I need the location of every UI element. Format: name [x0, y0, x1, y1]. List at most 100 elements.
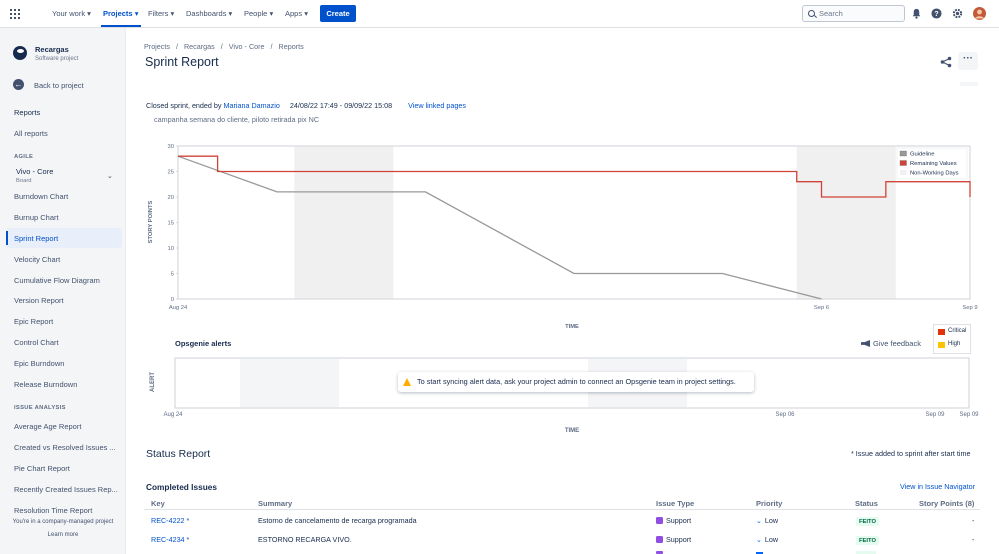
- low-priority-icon: ⌄: [756, 537, 762, 544]
- app-switcher-icon[interactable]: [10, 9, 20, 19]
- alert-x-tick: Aug 24: [163, 412, 183, 418]
- board-selector[interactable]: Vivo - Core: [16, 167, 54, 176]
- legend-high-swatch: [938, 342, 945, 348]
- chart-legend: [896, 147, 968, 180]
- sprint-burndown-chart: 0 5 10 15 20 25 30 Aug 24 Sep 6 Sep 9 STORY POINTS…: [148, 144, 978, 330]
- status-badge: FEITO: [856, 517, 879, 526]
- megaphone-icon: [861, 340, 870, 347]
- give-feedback-button[interactable]: Give feedback: [861, 339, 921, 348]
- project-type: Software project: [35, 56, 79, 62]
- breadcrumb-project[interactable]: Recargas: [183, 42, 215, 51]
- legend-label: Non-Working Days: [910, 171, 959, 177]
- view-in-issue-navigator-link[interactable]: View in Issue Navigator: [900, 482, 975, 491]
- opsgenie-setup-message: To start syncing alert data, ask your pr…: [398, 372, 754, 392]
- notifications-icon[interactable]: [911, 8, 922, 19]
- back-arrow-icon[interactable]: ←: [13, 79, 24, 90]
- issue-summary: ESTORNO RECARGA VIVO.: [258, 535, 352, 544]
- sidebar-item-resolution-time[interactable]: Resolution Time Report: [14, 506, 93, 515]
- story-points: -: [972, 535, 975, 544]
- issue-key-link[interactable]: REC-4222 *: [151, 516, 190, 525]
- nav-people[interactable]: People ▾: [244, 9, 274, 18]
- y-tick-label: 15: [168, 221, 174, 227]
- page-title: Sprint Report: [145, 55, 219, 69]
- opsgenie-message-text: To start syncing alert data, ask your pr…: [417, 377, 736, 386]
- sidebar-item-average-age[interactable]: Average Age Report: [14, 422, 82, 431]
- sidebar-item-pie-chart[interactable]: Pie Chart Report: [14, 464, 70, 473]
- help-icon[interactable]: ?: [931, 8, 942, 19]
- all-reports-link[interactable]: All reports: [14, 129, 48, 138]
- breadcrumb-reports[interactable]: Reports: [278, 42, 304, 51]
- sidebar-item-velocity-chart[interactable]: Velocity Chart: [14, 255, 61, 264]
- sidebar-item-sprint-report[interactable]: Sprint Report: [14, 234, 59, 243]
- next-row-peek: [856, 551, 876, 554]
- sprint-meta: Closed sprint, ended by Mariana Damazio …: [146, 101, 466, 110]
- legend-swatch: [900, 170, 907, 175]
- legend-label: Guideline: [910, 152, 935, 158]
- search-input[interactable]: Search: [802, 5, 905, 22]
- x-tick-label: Sep 9: [962, 305, 977, 311]
- column-header-story-points[interactable]: Story Points (8): [919, 499, 975, 508]
- breadcrumb: Projects / Recargas / Vivo - Core / Repo…: [144, 42, 304, 51]
- column-header-status[interactable]: Status: [855, 499, 878, 508]
- sidebar-item-cumulative-flow[interactable]: Cumulative Flow Diagram: [14, 276, 100, 285]
- legend-label: Remaining Values: [910, 161, 957, 167]
- issue-type: Support: [656, 535, 691, 544]
- legend-critical-swatch: [938, 329, 945, 335]
- create-button[interactable]: Create: [320, 5, 356, 22]
- view-linked-pages-link[interactable]: View linked pages: [408, 101, 466, 110]
- column-header-issue-type[interactable]: Issue Type: [656, 499, 695, 508]
- learn-more-link[interactable]: Learn more: [47, 532, 79, 538]
- breadcrumb-projects[interactable]: Projects: [144, 42, 170, 51]
- project-logo-icon: [13, 46, 27, 60]
- nav-projects[interactable]: Projects ▾: [103, 9, 139, 18]
- sidebar-item-recently-created[interactable]: Recently Created Issues Rep...: [14, 485, 118, 494]
- sidebar-item-burndown-chart[interactable]: Burndown Chart: [14, 192, 69, 201]
- sidebar-item-burnup-chart[interactable]: Burnup Chart: [14, 213, 59, 222]
- next-row-peek: [756, 552, 763, 554]
- warning-icon: [403, 378, 411, 386]
- remaining-values-series: [178, 155, 971, 198]
- support-icon: [656, 536, 663, 543]
- sprint-dates: 24/08/22 17:49 - 09/09/22 15:08: [289, 101, 393, 110]
- guideline-series: [177, 155, 822, 300]
- sidebar-item-release-burndown[interactable]: Release Burndown: [14, 380, 78, 389]
- ended-by-user-link[interactable]: Mariana Damazio: [223, 101, 280, 110]
- sidebar-item-epic-report[interactable]: Epic Report: [14, 317, 54, 326]
- nav-dashboards[interactable]: Dashboards ▾: [186, 9, 233, 18]
- legend-swatch: [899, 160, 907, 166]
- nav-filters[interactable]: Filters ▾: [148, 9, 175, 18]
- settings-icon[interactable]: [952, 8, 963, 19]
- active-nav-indicator: [101, 25, 141, 27]
- breadcrumb-board[interactable]: Vivo - Core: [228, 42, 265, 51]
- completed-issues-title: Completed Issues: [146, 482, 218, 492]
- y-tick-label: 5: [171, 272, 174, 278]
- chevron-down-icon[interactable]: ⌄: [107, 173, 113, 180]
- search-icon: [808, 10, 815, 17]
- chart-plot-area: 0 5 10 15 20 25 30 Aug 24 Sep 6 Sep 9 STORY POINTS…: [148, 144, 978, 330]
- share-icon[interactable]: [940, 56, 952, 68]
- alert-x-tick: Sep 09: [959, 412, 979, 418]
- svg-text:?: ?: [934, 9, 939, 18]
- issue-key-link[interactable]: REC-4234 *: [151, 535, 190, 544]
- back-to-project-link[interactable]: Back to project: [34, 81, 84, 90]
- active-item-highlight: [6, 228, 122, 248]
- status-badge: FEITO: [856, 536, 879, 545]
- column-header-key[interactable]: Key: [151, 499, 165, 508]
- status-report-title: Status Report: [146, 448, 211, 460]
- issue-type: Support: [656, 516, 691, 525]
- sidebar-item-created-vs-resolved[interactable]: Created vs Resolved Issues ...: [14, 443, 116, 452]
- avatar[interactable]: [973, 7, 986, 20]
- sidebar-item-control-chart[interactable]: Control Chart: [14, 338, 59, 347]
- issue-priority: ⌄ Low: [756, 535, 779, 544]
- nav-apps[interactable]: Apps ▾: [285, 9, 308, 18]
- column-header-summary[interactable]: Summary: [258, 499, 293, 508]
- x-axis-label: TIME: [565, 324, 579, 330]
- sidebar-item-epic-burndown[interactable]: Epic Burndown: [14, 359, 65, 368]
- sidebar-item-version-report[interactable]: Version Report: [14, 296, 64, 305]
- column-header-priority[interactable]: Priority: [756, 499, 783, 508]
- nav-your-work[interactable]: Your work ▾: [52, 9, 91, 18]
- more-actions-button[interactable]: ···: [958, 52, 978, 70]
- alert-x-tick: Sep 06: [775, 412, 795, 418]
- alert-non-working-band: [240, 358, 339, 408]
- sprint-status: Closed sprint, ended by: [146, 101, 224, 110]
